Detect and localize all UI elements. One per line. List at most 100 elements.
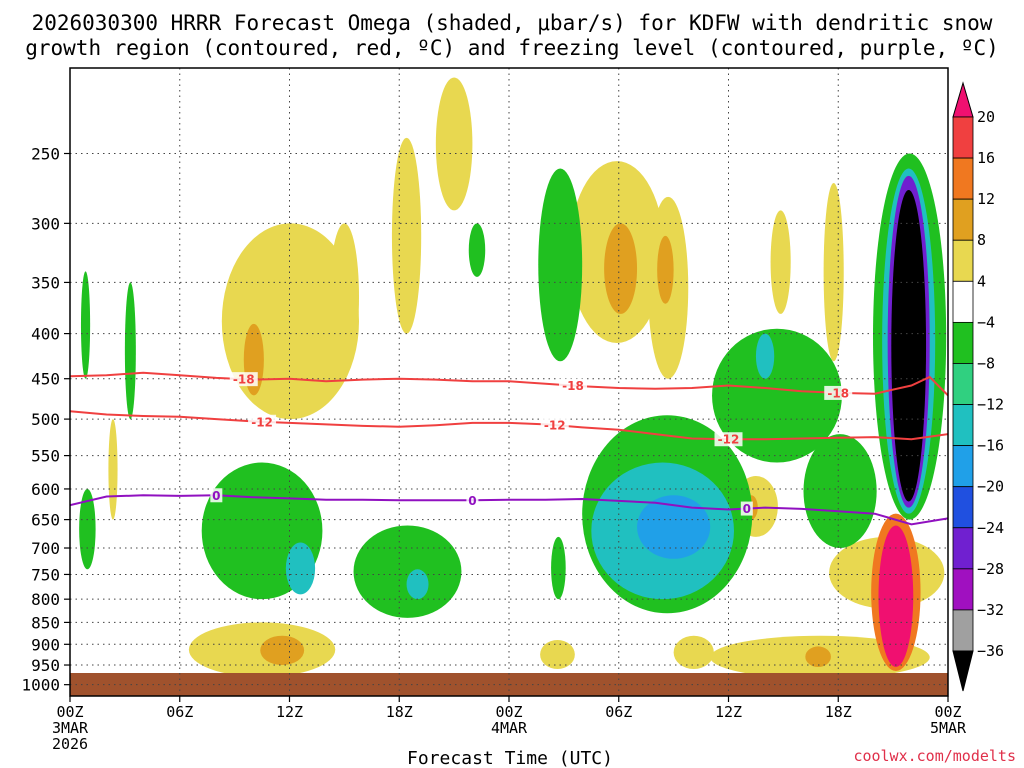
y-tick-label-450: 450 bbox=[31, 370, 60, 389]
omega-region-23 bbox=[538, 168, 583, 362]
colorbar-label-0: 20 bbox=[977, 108, 995, 126]
colorbar-label-12: −32 bbox=[977, 601, 1004, 619]
omega-region-5 bbox=[657, 235, 674, 304]
x-tick-label-0-1: 3MAR bbox=[52, 719, 89, 737]
temperature-contours: -18 -18 -18 -12 -12 -12 0 0 0 bbox=[70, 371, 948, 526]
colorbar-segment-3 bbox=[952, 198, 974, 241]
y-tick-label-550: 550 bbox=[31, 447, 60, 466]
x-tick-label-42-0: 18Z bbox=[825, 703, 852, 721]
contour-label-bg-2-2 bbox=[740, 501, 753, 516]
colorbar-segment-8 bbox=[952, 404, 974, 447]
x-tick-label-36-0: 12Z bbox=[715, 703, 742, 721]
colorbar-segment-6 bbox=[952, 321, 974, 364]
omega-shading bbox=[79, 77, 947, 679]
omega-region-0 bbox=[435, 77, 473, 211]
omega-region-32 bbox=[712, 328, 842, 463]
y-tick-label-500: 500 bbox=[31, 410, 60, 429]
contour-label-0-0: -18 bbox=[233, 373, 255, 387]
colorbar-label-7: −12 bbox=[977, 396, 1004, 414]
omega-region-9 bbox=[823, 182, 844, 362]
y-tick-label-300: 300 bbox=[31, 214, 60, 233]
chart-title-line1: 2026030300 HRRR Forecast Omega (shaded, … bbox=[32, 11, 993, 35]
colorbar-segment-13 bbox=[952, 609, 974, 652]
x-tick-label-48-1: 5MAR bbox=[930, 719, 967, 737]
colorbar-label-6: −8 bbox=[977, 354, 995, 372]
x-tick-label-0-0: 00Z bbox=[56, 703, 83, 721]
contour-label-bg-2-0 bbox=[210, 488, 223, 503]
colorbar-segment-4 bbox=[952, 239, 974, 282]
colorbar: 20 16 12 8 4 −4 −8 −12 −16 −20 −24 −28 −32 −36 bbox=[952, 81, 1004, 692]
contour-label-bg-0-0 bbox=[229, 372, 258, 387]
omega-region-42 bbox=[551, 536, 566, 600]
contour-label-1-0: -12 bbox=[251, 415, 273, 429]
contour-label-bg-1-0 bbox=[248, 414, 277, 429]
y-tick-label-750: 750 bbox=[31, 565, 60, 584]
contour-label-bg-1-1 bbox=[540, 418, 569, 433]
colorbar-segment-12 bbox=[952, 568, 974, 611]
colorbar-label-5: −4 bbox=[977, 313, 995, 331]
omega-region-3 bbox=[604, 223, 638, 314]
colorbar-label-3: 8 bbox=[977, 231, 986, 249]
omega-region-10 bbox=[770, 210, 791, 314]
y-tick-label-950: 950 bbox=[31, 656, 60, 675]
credit-text: coolwx.com/modelts bbox=[853, 747, 1016, 765]
y-tick-label-350: 350 bbox=[31, 273, 60, 292]
omega-region-19 bbox=[673, 635, 714, 670]
omega-region-33 bbox=[755, 333, 775, 379]
omega-region-22 bbox=[878, 525, 914, 668]
chart-title-line2: growth region (contoured, red, ºC) and f… bbox=[25, 36, 999, 60]
omega-region-41 bbox=[79, 488, 96, 570]
omega-region-27 bbox=[353, 525, 462, 618]
omega-region-31 bbox=[637, 495, 711, 559]
omega-region-39 bbox=[124, 282, 136, 420]
omega-region-40 bbox=[80, 271, 91, 379]
y-tick-label-600: 600 bbox=[31, 480, 60, 499]
contour-label-bg-0-2 bbox=[824, 385, 853, 400]
contour-label-bg-1-2 bbox=[714, 432, 743, 447]
contour-label-0-2: -18 bbox=[827, 386, 849, 400]
contour-label-1-2: -12 bbox=[718, 433, 740, 447]
contour-label-1-1: -12 bbox=[544, 419, 566, 433]
omega-region-1 bbox=[391, 137, 422, 334]
x-tick-label-12-0: 12Z bbox=[276, 703, 303, 721]
omega-region-18 bbox=[540, 640, 575, 670]
omega-region-11 bbox=[108, 419, 118, 520]
colorbar-label-13: −36 bbox=[977, 642, 1004, 660]
colorbar-segment-7 bbox=[952, 363, 974, 405]
omega-region-38 bbox=[891, 190, 927, 502]
contour-label-2-0: 0 bbox=[212, 489, 220, 503]
y-axis-ticks: 250 300 350 400 450 500 550 600 650 700 750 800 850 9… bbox=[21, 144, 70, 695]
colorbar-label-1: 16 bbox=[977, 149, 995, 167]
colorbar-segment-11 bbox=[952, 527, 974, 570]
omega-region-28 bbox=[406, 569, 429, 600]
omega-region-17 bbox=[805, 646, 831, 668]
colorbar-bottom-arrow bbox=[952, 650, 974, 692]
contour-line-1 bbox=[70, 410, 948, 441]
omega-region-24 bbox=[468, 223, 486, 277]
colorbar-segment-9 bbox=[952, 445, 974, 488]
colorbar-segment-10 bbox=[952, 486, 974, 529]
colorbar-segment-1 bbox=[952, 116, 974, 159]
colorbar-label-2: 12 bbox=[977, 190, 995, 208]
y-tick-label-250: 250 bbox=[31, 144, 60, 163]
omega-region-8 bbox=[329, 223, 360, 371]
colorbar-label-11: −28 bbox=[977, 560, 1004, 578]
y-tick-label-400: 400 bbox=[31, 325, 60, 344]
y-tick-label-1000: 1000 bbox=[21, 676, 60, 695]
omega-region-34 bbox=[803, 434, 877, 549]
colorbar-label-10: −24 bbox=[977, 519, 1004, 537]
omega-region-15 bbox=[260, 635, 305, 666]
colorbar-segment-2 bbox=[952, 157, 974, 200]
y-tick-label-700: 700 bbox=[31, 539, 60, 558]
x-tick-label-0-2: 2026 bbox=[52, 735, 88, 753]
x-tick-label-48-0: 00Z bbox=[934, 703, 961, 721]
y-tick-label-850: 850 bbox=[31, 613, 60, 632]
colorbar-label-4: 4 bbox=[977, 272, 986, 290]
y-tick-label-650: 650 bbox=[31, 511, 60, 530]
y-tick-label-900: 900 bbox=[31, 635, 60, 654]
contour-label-0-1: -18 bbox=[562, 379, 584, 393]
x-tick-label-18-0: 18Z bbox=[386, 703, 413, 721]
omega-region-26 bbox=[285, 542, 316, 595]
contour-label-bg-0-1 bbox=[559, 378, 588, 393]
